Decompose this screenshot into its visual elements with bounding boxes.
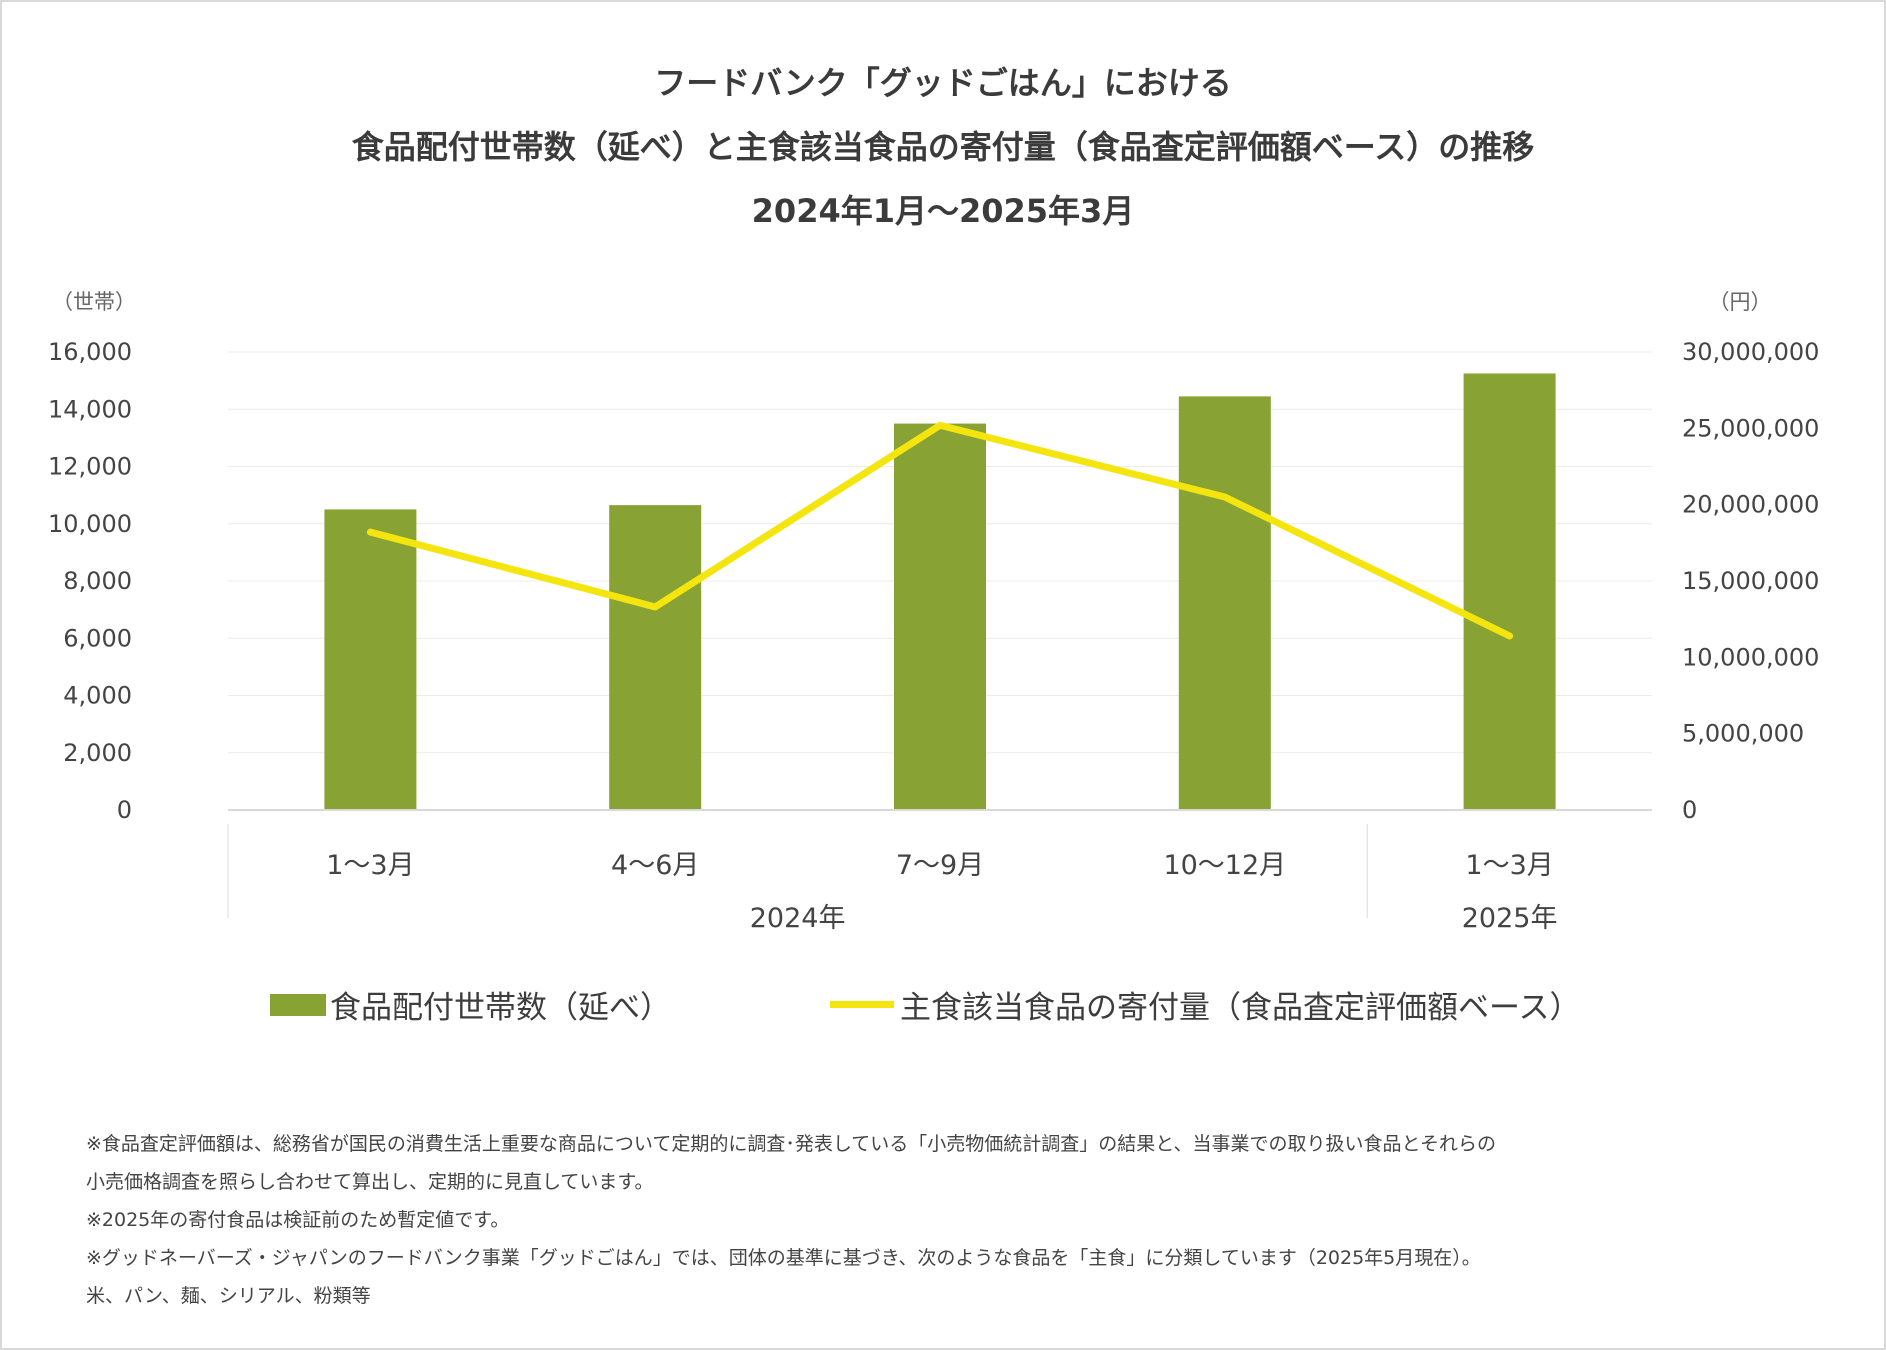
line-point (653, 604, 658, 609)
line-point (368, 530, 373, 535)
bar (1463, 373, 1556, 810)
bar (324, 509, 417, 810)
left-axis-tick-label: 8,000 (63, 567, 132, 595)
legend-bar-swatch (270, 993, 326, 1016)
x-category-label: 7〜9月 (896, 850, 984, 881)
line-point (1507, 633, 1512, 638)
footnote-line: ※食品査定評価額は、総務省が国民の消費生活上重要な商品について定期的に調査･発表… (86, 1133, 1496, 1155)
legend-bar-label: 食品配付世帯数（延べ） (330, 990, 671, 1026)
footnote-line: 小売価格調査を照らし合わせて算出し、定期的に見直しています。 (86, 1171, 654, 1193)
x-category-label: 10〜12月 (1163, 850, 1286, 881)
x-category-label: 1〜3月 (1465, 850, 1553, 881)
x-category-label: 1〜3月 (326, 850, 414, 881)
left-axis-tick-label: 4,000 (63, 682, 132, 710)
left-axis-tick-label: 6,000 (63, 624, 132, 652)
legend-line-swatch (830, 1001, 894, 1008)
chart-title-line2: 食品配付世帯数（延べ）と主食該当食品の寄付量（食品査定評価額ベース）の推移 (351, 128, 1535, 166)
right-axis-tick-label: 0 (1682, 796, 1697, 824)
left-axis-tick-label: 2,000 (63, 739, 132, 767)
bar (609, 505, 702, 810)
footnote-line: 米、パン、麺、シリアル、粉類等 (86, 1285, 371, 1307)
bar (894, 423, 986, 810)
right-axis-unit: （円） (1709, 290, 1772, 314)
legend-line-label: 主食該当食品の寄付量（食品査定評価額ベース） (900, 990, 1581, 1026)
left-axis-unit: （世帯） (52, 290, 136, 314)
bar (1178, 396, 1271, 810)
line-point (1222, 495, 1227, 500)
right-axis-tick-label: 30,000,000 (1682, 338, 1819, 366)
right-axis-tick-label: 10,000,000 (1682, 643, 1819, 671)
year-group-label: 2024年 (750, 903, 846, 934)
x-category-label: 4〜6月 (611, 850, 699, 881)
right-axis-tick-label: 15,000,000 (1682, 567, 1819, 595)
footnote-line: ※グッドネーバーズ・ジャパンのフードバンク事業「グッドごはん」では、団体の基準に… (86, 1247, 1481, 1269)
right-axis-tick-label: 20,000,000 (1682, 491, 1819, 519)
left-axis-tick-label: 14,000 (48, 395, 132, 423)
footnotes: ※食品査定評価額は、総務省が国民の消費生活上重要な商品について定期的に調査･発表… (86, 1125, 1806, 1315)
right-axis-tick-label: 5,000,000 (1682, 720, 1804, 748)
left-axis-tick-label: 12,000 (48, 453, 132, 481)
legend-item-line: 主食該当食品の寄付量（食品査定評価額ベース） (830, 982, 1580, 1027)
line-point (938, 423, 942, 428)
left-axis-tick-label: 16,000 (48, 338, 132, 366)
left-axis-tick-label: 0 (117, 796, 132, 824)
year-group-label: 2025年 (1462, 903, 1558, 934)
footnote-line: ※2025年の寄付食品は検証前のため暫定値です。 (86, 1209, 510, 1231)
right-axis-tick-label: 25,000,000 (1682, 414, 1819, 442)
chart-canvas: 0 2,000 4,000 6,000 8,000 10,000 12,000 14,000 1… (48, 290, 1819, 934)
legend-item-bar: 食品配付世帯数（延べ） (270, 982, 671, 1027)
left-axis-tick-label: 10,000 (48, 510, 132, 538)
chart-title-line3: 2024年1月〜2025年3月 (751, 192, 1135, 230)
chart-title-line1: フードバンク「グッドごはん」における (654, 64, 1232, 102)
